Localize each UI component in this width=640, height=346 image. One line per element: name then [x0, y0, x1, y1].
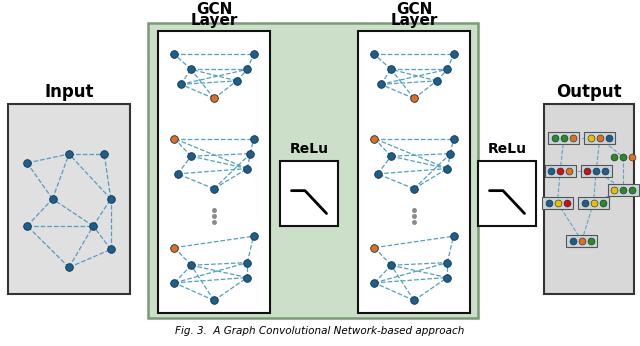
- Text: ReLu: ReLu: [289, 142, 328, 156]
- Bar: [545, 164, 576, 176]
- Bar: [280, 161, 338, 226]
- Bar: [148, 23, 478, 318]
- Text: Input: Input: [44, 83, 93, 101]
- Bar: [158, 31, 270, 313]
- Bar: [358, 31, 470, 313]
- Text: GCN: GCN: [196, 1, 232, 17]
- Bar: [478, 161, 536, 226]
- Text: Fig. 3.  A Graph Convolutional Network-based approach: Fig. 3. A Graph Convolutional Network-ba…: [175, 326, 465, 336]
- Text: ReLu: ReLu: [488, 142, 527, 156]
- Bar: [584, 132, 615, 144]
- Bar: [542, 197, 573, 209]
- Bar: [578, 197, 609, 209]
- Bar: [544, 104, 634, 294]
- Bar: [580, 164, 612, 176]
- Text: Output: Output: [556, 83, 622, 101]
- Text: Layer: Layer: [390, 13, 438, 28]
- Text: GCN: GCN: [396, 1, 432, 17]
- Bar: [566, 235, 597, 247]
- Bar: [8, 104, 130, 294]
- Bar: [548, 132, 579, 144]
- Bar: [608, 183, 639, 195]
- Text: Layer: Layer: [190, 13, 237, 28]
